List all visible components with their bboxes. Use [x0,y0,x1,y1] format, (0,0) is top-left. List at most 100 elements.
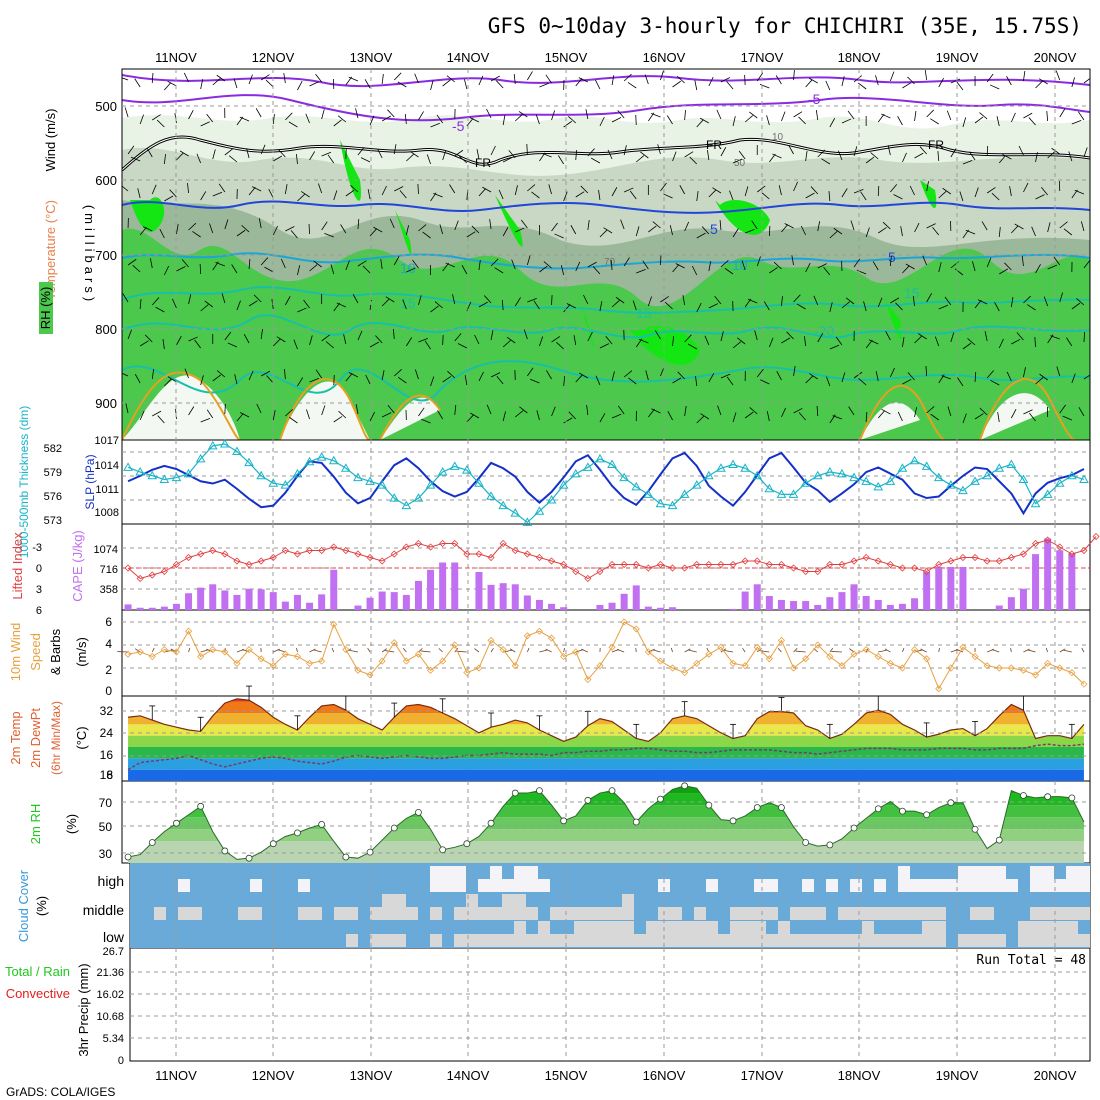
wind-barb [942,187,952,195]
precip-ticks: 26.7 21.36 16.02 10.68 5.34 0 Total / Ra… [5,946,1086,1067]
wind-barb [381,185,387,196]
wind-barb [192,231,201,238]
cloud-cell [898,934,910,947]
wind-barb [684,406,687,417]
wind-barb [162,339,165,350]
temp-tick: 16 [100,748,114,762]
wind-barb [930,413,939,421]
wind-barb [392,329,395,340]
cloud-cell [874,879,886,892]
precip-axis-label-c: 3hr Precip (mm) [76,963,91,1056]
wind-barb [645,370,649,381]
cloud-cell [994,866,1006,892]
wind-axis-label-b: Speed [28,633,43,671]
wind-barb [224,331,232,341]
wind-barb [925,365,928,377]
wind-barb [977,299,988,305]
wind-barb [745,229,755,234]
thickness-point [353,472,363,482]
wind-barb [466,414,474,423]
wind-barb [442,150,447,161]
wind-barb [744,411,754,419]
cape-bar [402,594,410,610]
wind-barb [878,227,887,234]
thickness-point [1079,474,1089,483]
wind-barb [164,378,172,387]
rh-point [608,787,616,795]
wind-barb [575,191,585,198]
wind-barb [345,189,355,197]
thickness-point [123,462,133,471]
wind-speed-point [741,662,749,670]
wind-speed-point [221,648,229,656]
wind-tick: 2 [105,663,112,677]
wind-barb [260,257,269,266]
wind-barb [523,329,528,340]
thickness-point [195,453,206,463]
wind-barb [914,335,923,344]
wind-barb [610,260,613,271]
wind-barb [805,151,808,162]
wind-barb [587,220,590,231]
wind-barb [212,374,221,382]
thickness-point [147,470,158,480]
wind-barb [804,336,807,347]
wind-barb [821,158,831,165]
cape-bar [535,599,543,610]
slp-tick: 1014 [95,460,119,472]
wind-barb [829,344,840,350]
wind-barb [228,155,238,163]
wind-barb [793,294,801,303]
wind-barb [841,372,846,383]
cloud-cell [562,907,574,920]
cape-bar [1044,538,1052,610]
wind-barb [164,195,174,202]
cape-bar [136,607,144,610]
wind-barb [124,107,129,118]
footer-credit: GrADS: COLA/IGES [6,1085,115,1099]
cloud-cell [1018,921,1030,947]
wind-barb [333,374,335,386]
li-point [439,539,447,548]
surface-wind-barb [575,649,584,653]
upper-panel: -5 -5 FR FR FR 5 5 10 10 15 15 15 -20 50… [38,68,1091,441]
wind-barb [805,79,813,88]
thickness-point [522,517,533,526]
thickness-point [159,474,170,483]
wind-speed-point [644,648,652,656]
cape-tick: 716 [100,564,118,576]
cloud-cell [658,879,670,892]
cloud-cell [550,934,562,947]
thickness-point [897,463,908,472]
thickness-point [643,489,654,498]
wind-barb [902,378,912,385]
wind-barb [134,78,141,88]
contour-label: FR [475,156,491,170]
thickness-point [328,455,339,465]
wind-barb [611,300,620,308]
wind-barb [414,73,419,84]
wind-barb [986,145,989,157]
surface-wind-barb [134,648,141,653]
wind-barb [617,405,625,415]
wind-speed-point [620,618,628,626]
wind-barb [527,184,536,192]
thickness-point [486,491,496,500]
wind-barb [417,183,419,195]
pressure-axis-label: (millibars) [82,205,97,305]
cape-bar [995,605,1003,610]
cloud-cell [490,866,502,892]
contour-label: 5 [710,221,718,237]
date-label-bottom: 14NOV [447,1068,490,1083]
wind-barb [652,221,661,229]
date-label-bottom: 12NOV [252,1068,295,1083]
li-tick: 0 [36,563,42,575]
temp-tick: 32 [100,704,114,718]
wind-barb [1046,111,1049,122]
li-point [414,539,423,548]
li-point [668,564,677,572]
wind-barb [381,412,392,418]
cloud-cell [802,907,814,920]
li-point [693,560,701,569]
wind-barb [352,294,359,304]
